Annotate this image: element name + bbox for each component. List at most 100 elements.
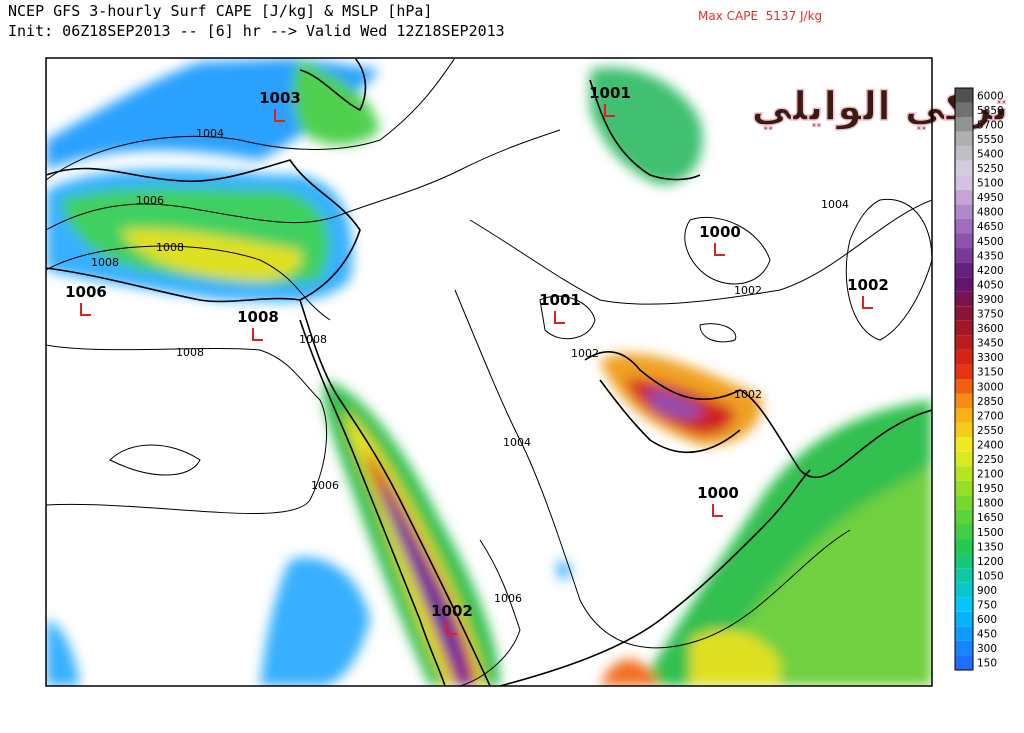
colorbar-label: 3000 — [977, 381, 1004, 393]
colorbar-label: 3300 — [977, 352, 1004, 364]
cape-field — [46, 58, 932, 686]
colorbar-swatch — [955, 640, 973, 656]
colorbar-label: 1950 — [977, 483, 1004, 495]
colorbar-swatch — [955, 88, 973, 103]
colorbar-label: 5700 — [977, 119, 1004, 131]
colorbar-swatch — [955, 175, 973, 190]
colorbar-swatch — [955, 553, 973, 569]
colorbar-swatch — [955, 509, 973, 525]
colorbar-label: 3150 — [977, 367, 1004, 379]
colorbar-swatch — [955, 102, 973, 118]
map-frame — [45, 57, 933, 687]
colorbar-label: 1350 — [977, 541, 1004, 553]
colorbar-label: 4800 — [977, 207, 1004, 219]
contour-label: 1004 — [196, 127, 224, 140]
pressure-center: 1008 — [237, 308, 279, 326]
colorbar-label: 3750 — [977, 309, 1004, 321]
colorbar-swatch — [955, 582, 973, 598]
contour-label: 1002 — [734, 284, 762, 297]
contour-label: 1008 — [176, 346, 204, 359]
colorbar-swatch — [955, 466, 973, 481]
colorbar-label: 2850 — [977, 396, 1004, 408]
colorbar-swatch — [955, 626, 973, 641]
colorbar-label: 1650 — [977, 512, 1004, 524]
colorbar-frame — [954, 87, 974, 671]
contour-label: 1008 — [91, 256, 119, 269]
colorbar-label: 750 — [977, 600, 997, 612]
colorbar-label: 5250 — [977, 163, 1004, 175]
colorbar-label: 3600 — [977, 323, 1004, 335]
title: NCEP GFS 3-hourly Surf CAPE [J/kg] & MSL… — [8, 2, 432, 20]
colorbar-label: 300 — [977, 643, 997, 655]
colorbar-swatch — [955, 539, 973, 554]
subtitle: Init: 06Z18SEP2013 -- [6] hr --> Valid W… — [8, 22, 505, 40]
colorbar-swatch — [955, 408, 973, 423]
colorbar-swatch — [955, 480, 973, 496]
low-marker — [80, 303, 91, 316]
colorbar-label: 2700 — [977, 410, 1004, 422]
colorbar-swatch — [955, 364, 973, 379]
contour-label: 1004 — [503, 436, 531, 449]
coastlines — [46, 58, 932, 686]
low-marker — [862, 296, 873, 309]
max-cape: Max CAPE 5137 J/kg — [698, 9, 822, 23]
contour-label: 1002 — [734, 388, 762, 401]
colorbar-swatch — [955, 524, 973, 540]
colorbar-swatch — [955, 291, 973, 307]
pressure-center: 1000 — [699, 223, 741, 241]
pressure-center: 1001 — [589, 84, 631, 102]
colorbar-label: 3900 — [977, 294, 1004, 306]
colorbar-label: 1800 — [977, 498, 1004, 510]
colorbar-label: 450 — [977, 629, 997, 641]
colorbar-swatch — [955, 335, 973, 350]
colorbar-label: 1050 — [977, 570, 1004, 582]
colorbar-label: 2550 — [977, 425, 1004, 437]
colorbar-label: 6000 — [977, 90, 1004, 102]
contour-label: 1006 — [494, 592, 522, 605]
colorbar-swatch — [955, 306, 973, 321]
colorbar-swatch — [955, 393, 973, 409]
contour-label: 1008 — [156, 241, 184, 254]
low-marker — [554, 311, 565, 324]
colorbar-label: 4950 — [977, 192, 1004, 204]
colorbar-label: 900 — [977, 585, 997, 597]
colorbar-swatch — [955, 597, 973, 612]
pressure-center: 1002 — [431, 602, 473, 620]
colorbar-label: 5850 — [977, 105, 1004, 117]
low-marker — [714, 243, 725, 256]
colorbar-swatch — [955, 320, 973, 336]
colorbar: 150 300 450 600 750 900 1050 1200 1350 1500 1650 18… — [954, 87, 1004, 671]
low-marker — [274, 109, 285, 122]
pressure-center: 1003 — [259, 89, 301, 107]
colorbar-swatch — [955, 117, 973, 132]
isobars — [46, 58, 932, 686]
colorbar-swatch — [955, 349, 973, 365]
contour-labels: 1004 1006 1008 1008 1008 1008 1002 1002 … — [91, 127, 849, 605]
pressure-center: 1006 — [65, 283, 107, 301]
colorbar-swatch — [955, 495, 973, 510]
colorbar-swatch — [955, 248, 973, 263]
colorbar-label: 2250 — [977, 454, 1004, 466]
map — [46, 58, 932, 686]
colorbar-swatch — [955, 655, 973, 670]
colorbar-label: 4650 — [977, 221, 1004, 233]
colorbar-swatch — [955, 568, 973, 583]
colorbar-swatch — [955, 218, 973, 234]
colorbar-swatch — [955, 204, 973, 219]
colorbar-label: 150 — [977, 658, 997, 670]
contour-label: 1004 — [821, 198, 849, 211]
colorbar-swatch — [955, 160, 973, 176]
low-marker — [712, 504, 723, 517]
colorbar-label: 600 — [977, 614, 997, 626]
colorbar-swatch — [955, 437, 973, 452]
colorbar-swatch — [955, 233, 973, 249]
low-marker — [604, 104, 615, 117]
colorbar-label: 2400 — [977, 439, 1004, 451]
pressure-center: 1002 — [847, 276, 889, 294]
pressure-centers: 1003 1001 1000 1006 1008 1001 1002 1000 … — [65, 84, 889, 635]
low-marker — [252, 328, 263, 341]
colorbar-label: 5400 — [977, 148, 1004, 160]
contour-label: 1002 — [571, 347, 599, 360]
colorbar-swatch — [955, 146, 973, 161]
colorbar-label: 4200 — [977, 265, 1004, 277]
